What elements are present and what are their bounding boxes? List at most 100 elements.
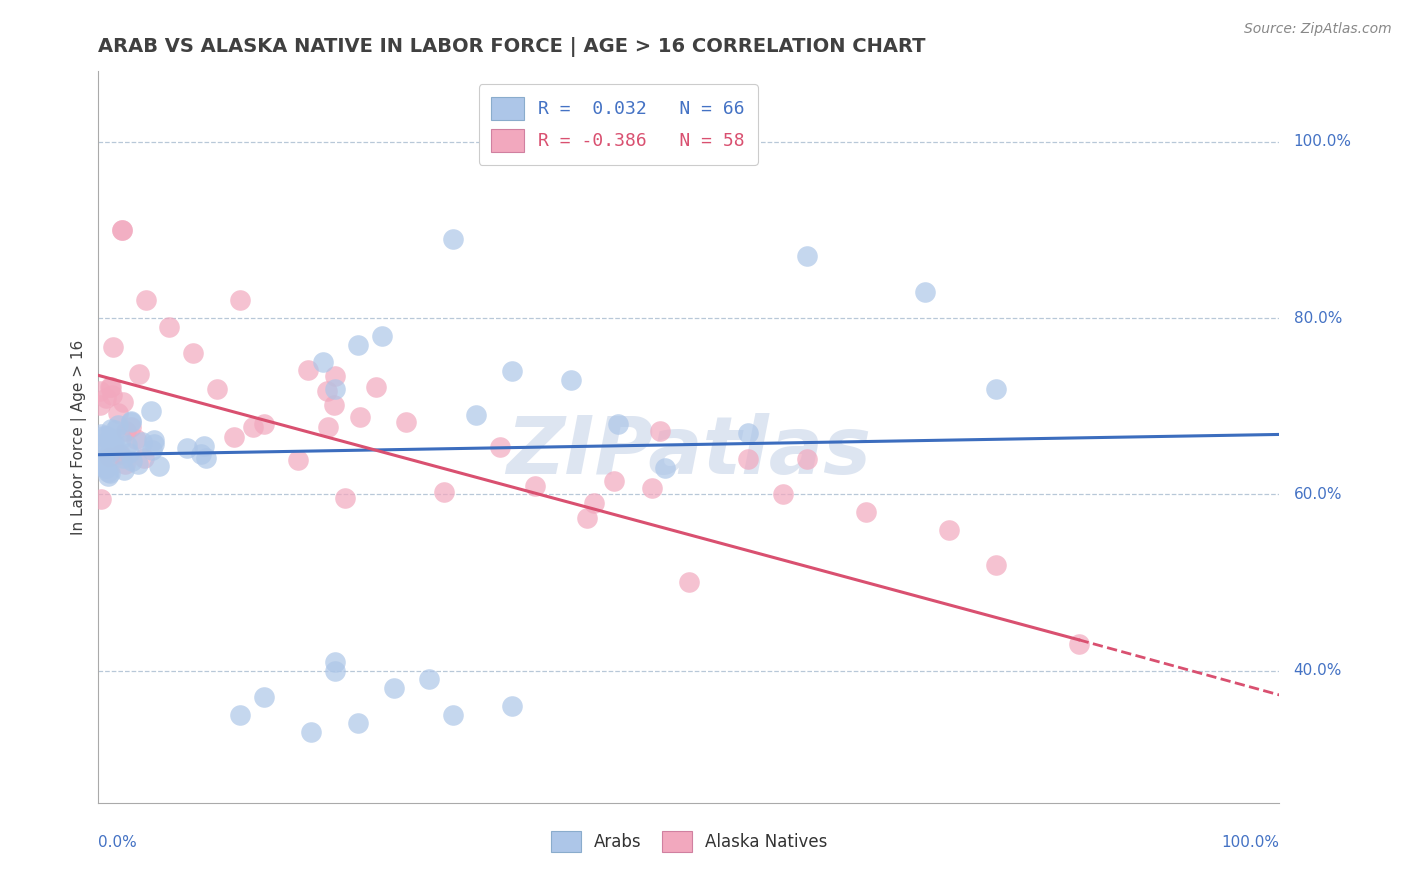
Point — [441, 232, 464, 246]
Point — [134, 450, 156, 465]
Point — [607, 417, 630, 431]
Point — [489, 440, 512, 454]
Point — [287, 453, 309, 467]
Point — [98, 467, 121, 481]
Point — [984, 558, 1007, 572]
Point — [104, 423, 127, 437]
Point — [94, 444, 117, 458]
Point — [115, 438, 138, 452]
Text: ZIPatlas: ZIPatlas — [506, 413, 872, 491]
Point — [648, 424, 671, 438]
Point — [316, 384, 339, 398]
Point — [316, 420, 339, 434]
Point — [112, 394, 135, 409]
Point — [94, 444, 117, 458]
Point — [97, 465, 120, 479]
Point — [641, 481, 664, 495]
Point — [117, 446, 139, 460]
Point — [101, 439, 124, 453]
Point — [100, 444, 122, 458]
Point — [229, 707, 252, 722]
Point — [103, 435, 125, 450]
Point — [678, 574, 700, 589]
Point — [128, 368, 150, 382]
Text: ARAB VS ALASKA NATIVE IN LABOR FORCE | AGE > 16 CORRELATION CHART: ARAB VS ALASKA NATIVE IN LABOR FORCE | A… — [98, 37, 927, 57]
Point — [441, 707, 464, 722]
Point — [193, 439, 215, 453]
Text: 40.0%: 40.0% — [1294, 663, 1341, 678]
Point — [855, 505, 877, 519]
Point — [148, 459, 170, 474]
Point — [323, 369, 346, 384]
Point — [772, 487, 794, 501]
Point — [142, 436, 165, 450]
Point — [205, 382, 228, 396]
Point — [1067, 637, 1090, 651]
Point — [93, 454, 115, 468]
Text: 60.0%: 60.0% — [1294, 487, 1343, 502]
Point — [125, 432, 148, 446]
Point — [112, 463, 135, 477]
Legend: Arabs, Alaska Natives: Arabs, Alaska Natives — [543, 822, 835, 860]
Point — [127, 457, 149, 471]
Point — [141, 443, 163, 458]
Point — [101, 341, 124, 355]
Text: Source: ZipAtlas.com: Source: ZipAtlas.com — [1244, 22, 1392, 37]
Point — [93, 429, 115, 443]
Point — [253, 690, 276, 704]
Point — [100, 380, 122, 394]
Point — [501, 364, 523, 378]
Point — [90, 426, 112, 441]
Point — [322, 398, 344, 412]
Point — [100, 431, 122, 445]
Point — [131, 435, 153, 450]
Point — [100, 380, 122, 394]
Point — [796, 249, 818, 263]
Point — [737, 425, 759, 440]
Point — [94, 428, 117, 442]
Point — [253, 417, 276, 431]
Point — [89, 398, 111, 412]
Point — [938, 523, 960, 537]
Point — [89, 384, 111, 398]
Point — [796, 452, 818, 467]
Point — [112, 450, 135, 465]
Point — [176, 441, 198, 455]
Point — [101, 438, 124, 452]
Point — [984, 382, 1007, 396]
Point — [323, 655, 346, 669]
Point — [114, 457, 136, 471]
Point — [583, 496, 606, 510]
Point — [93, 459, 115, 474]
Point — [323, 664, 346, 678]
Point — [135, 293, 157, 308]
Point — [382, 681, 405, 696]
Point — [110, 433, 132, 447]
Point — [111, 223, 134, 237]
Point — [143, 433, 166, 447]
Text: 80.0%: 80.0% — [1294, 310, 1341, 326]
Text: 100.0%: 100.0% — [1294, 135, 1351, 149]
Point — [524, 478, 547, 492]
Point — [364, 380, 387, 394]
Text: 100.0%: 100.0% — [1222, 835, 1279, 850]
Point — [194, 451, 217, 466]
Point — [98, 450, 121, 464]
Point — [90, 492, 112, 507]
Point — [347, 716, 370, 731]
Point — [297, 363, 319, 377]
Point — [121, 454, 143, 468]
Point — [395, 415, 418, 429]
Point — [349, 409, 371, 424]
Point — [111, 223, 134, 237]
Point — [120, 420, 142, 434]
Point — [323, 382, 346, 396]
Point — [101, 388, 124, 402]
Point — [299, 725, 322, 739]
Point — [94, 461, 117, 475]
Text: 0.0%: 0.0% — [98, 835, 138, 850]
Point — [157, 320, 180, 334]
Point — [603, 475, 626, 489]
Point — [312, 355, 335, 369]
Point — [333, 491, 356, 505]
